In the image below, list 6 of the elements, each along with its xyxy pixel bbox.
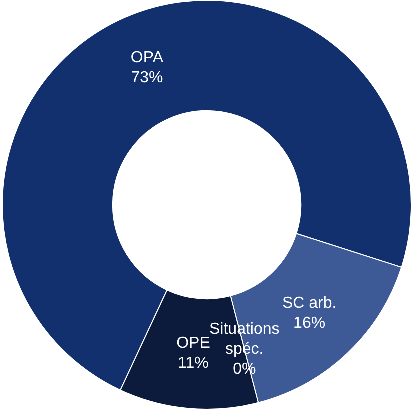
data-label: 16% [294, 314, 326, 332]
data-label: 11% [178, 355, 209, 372]
data-label: 73% [131, 70, 164, 87]
slice-label: SC arb. [282, 294, 337, 312]
slice-label: OPA [130, 50, 164, 67]
slice-label: OPE [176, 335, 210, 352]
